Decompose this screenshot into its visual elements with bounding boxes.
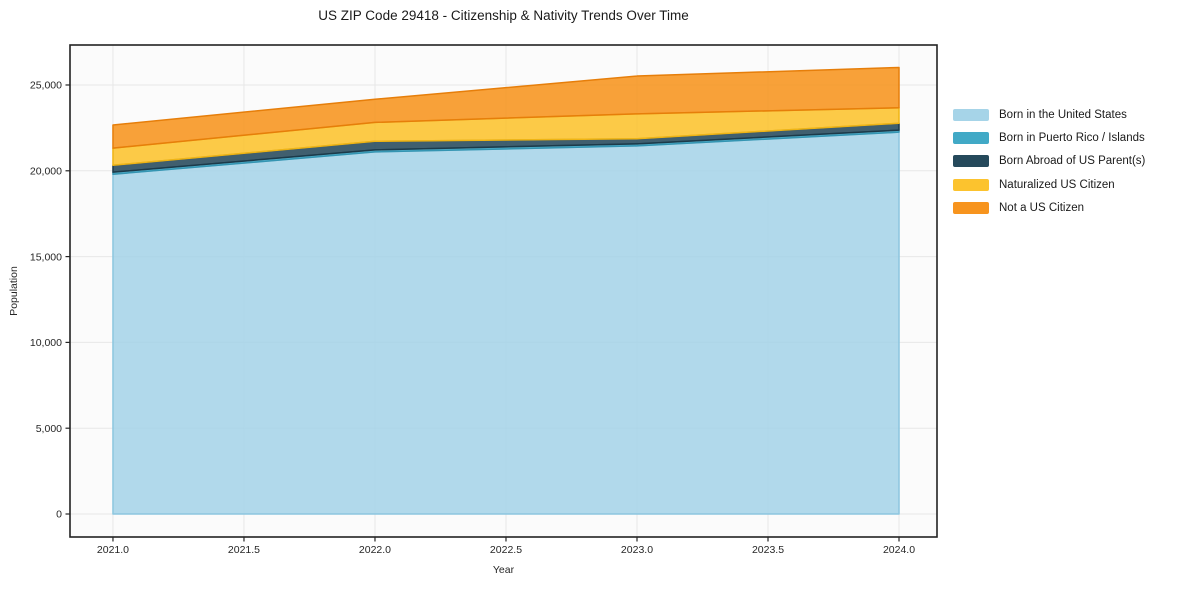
legend-swatch-born-abroad [953,155,989,168]
tick-marks [65,84,900,542]
legend-swatch-born-us [953,108,989,121]
x-tick-label: 2022.5 [490,544,522,556]
x-tick-label: 2023.0 [621,544,653,556]
x-tick-label: 2022.0 [359,544,391,556]
legend: Born in the United States Born in Puerto … [953,103,1145,219]
area-not-citizen [112,66,900,149]
y-tick-label: 10,000 [30,337,62,349]
x-tick-label: 2024.0 [883,544,915,556]
legend-item-born-abroad: Born Abroad of US Parent(s) [953,150,1145,173]
legend-label: Born Abroad of US Parent(s) [999,155,1146,168]
x-axis-label: Year [492,564,515,576]
legend-label: Born in Puerto Rico / Islands [999,131,1145,144]
legend-label: Born in the United States [999,108,1127,121]
y-tick-label: 0 [56,509,62,521]
y-tick-label: 25,000 [30,80,62,92]
legend-label: Not a US Citizen [999,201,1085,214]
plot-border [69,44,938,538]
x-tick-label: 2021.5 [228,544,260,556]
y-tick-label: 15,000 [30,251,62,263]
x-tick-label: 2021.0 [97,544,129,556]
area-born-us [112,131,900,515]
legend-swatch-born-pr-islands [953,131,989,144]
legend-item-naturalized: Naturalized US Citizen [953,173,1145,196]
legend-item-born-pr-islands: Born in Puerto Rico / Islands [953,126,1145,149]
chart-title: US ZIP Code 29418 - Citizenship & Nativi… [318,8,689,23]
legend-item-born-us: Born in the United States [953,103,1145,126]
y-axis-label: Population [8,266,20,316]
x-tick-label: 2023.5 [752,544,784,556]
legend-item-not-citizen: Not a US Citizen [953,196,1145,219]
legend-swatch-naturalized [953,178,989,191]
y-tick-label: 5,000 [36,423,62,435]
legend-swatch-not-citizen [953,201,989,214]
y-tick-label: 20,000 [30,165,62,177]
legend-label: Naturalized US Citizen [999,178,1115,191]
tick-labels: 2021.0 2021.5 2022.0 2022.5 2023.0 2023.5 2024… [30,80,915,556]
